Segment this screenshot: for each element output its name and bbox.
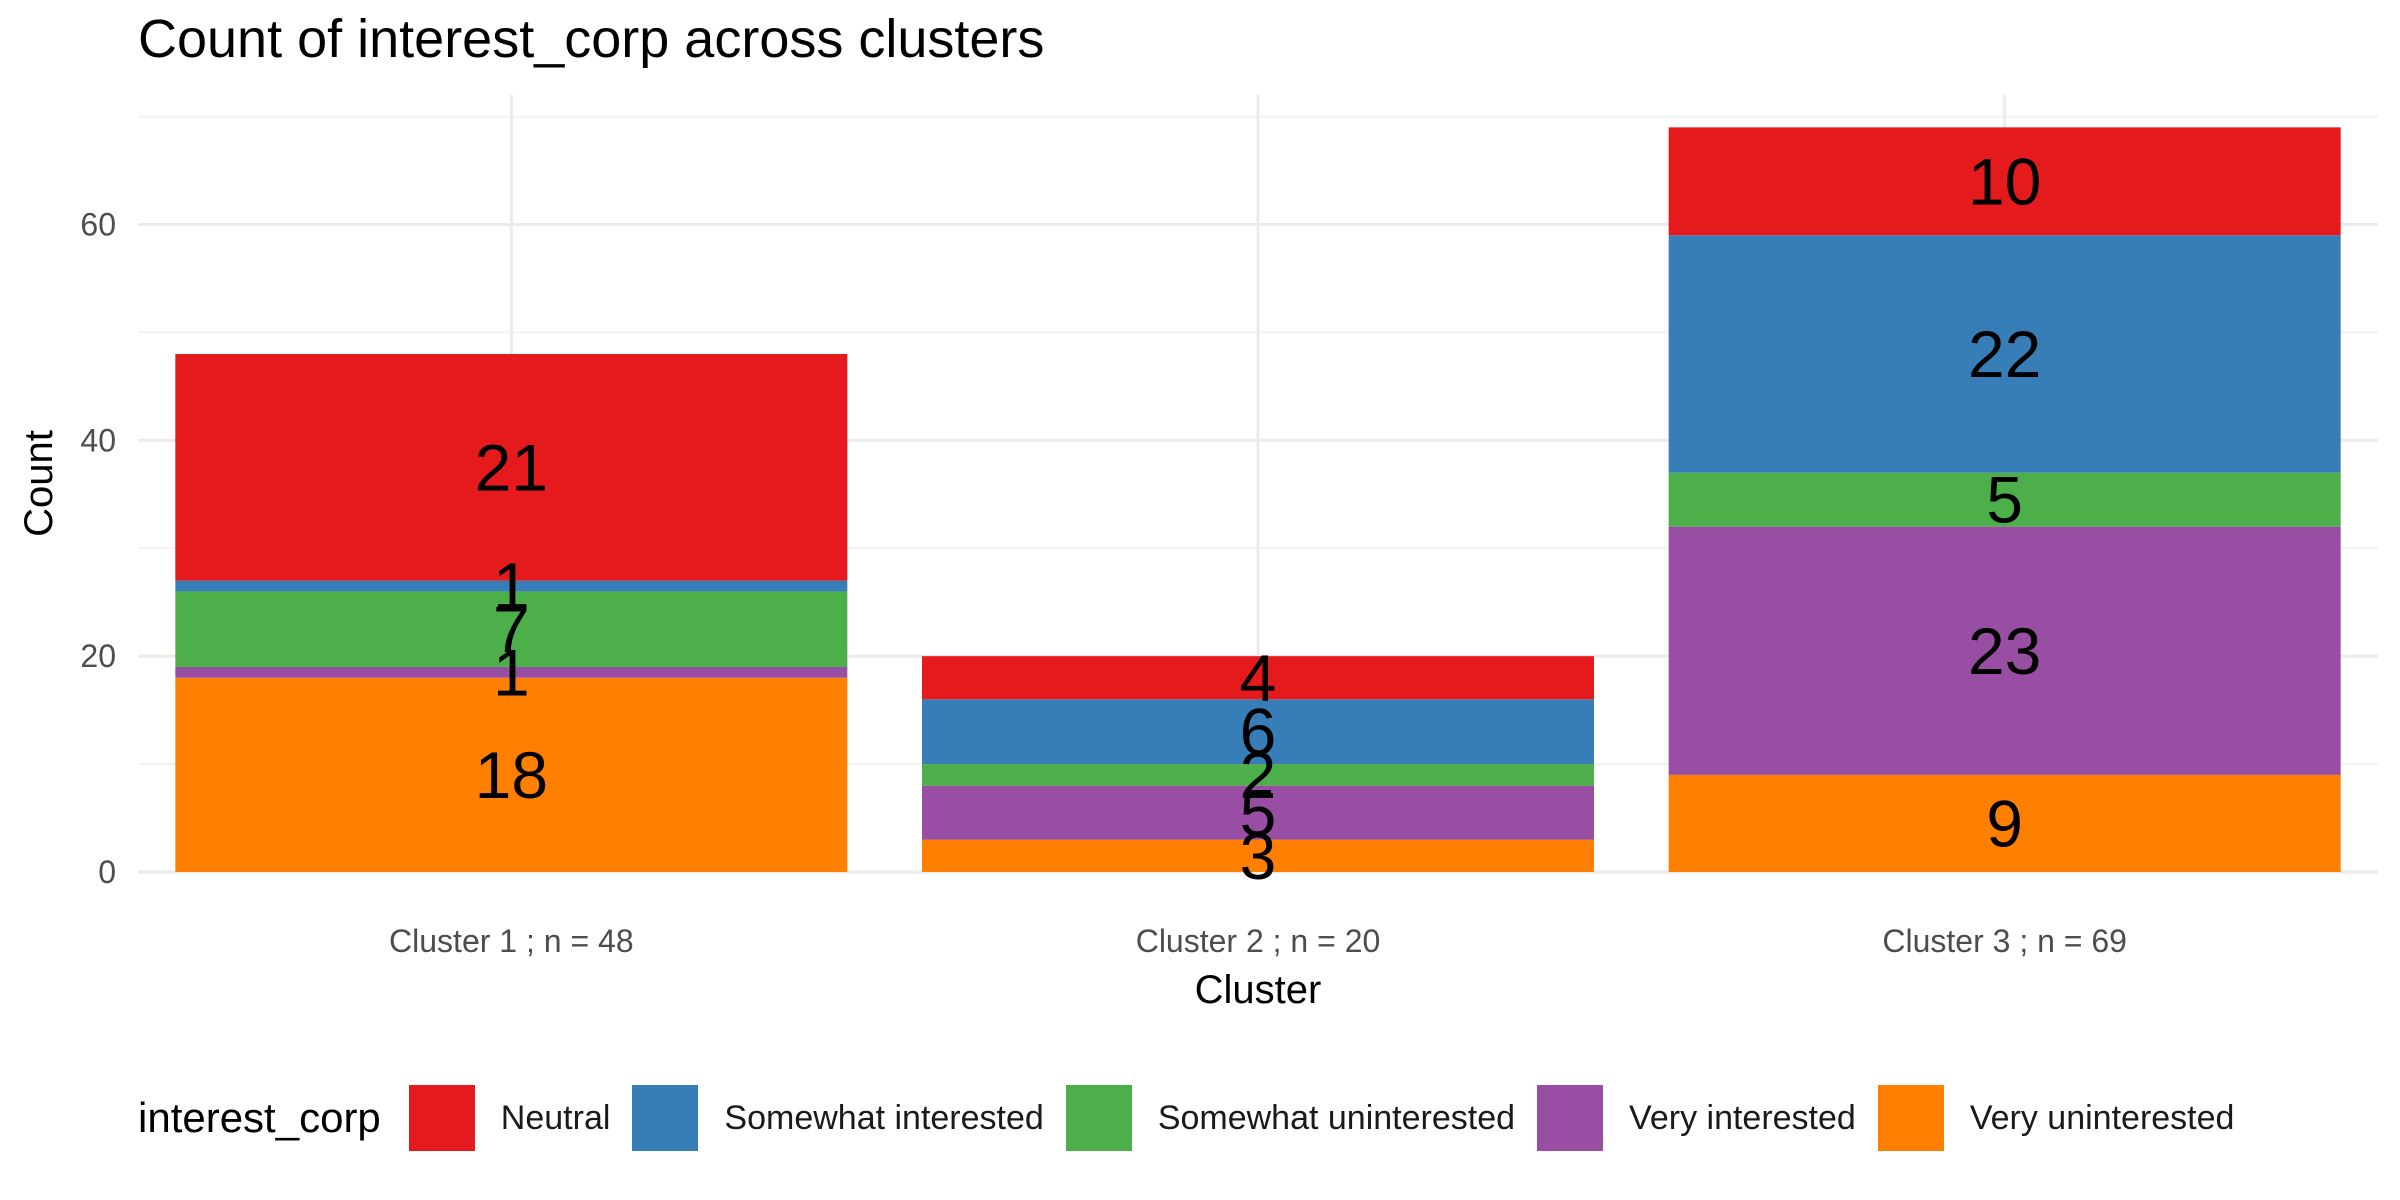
data-label: 5 [1986, 463, 2023, 537]
bar-segment [922, 785, 1594, 840]
legend-item: Neutral [408, 1085, 611, 1151]
legend: interest_corp Neutral Somewhat interested… [138, 1080, 2256, 1156]
x-tick-label: Cluster 2 ; n = 20 [1136, 923, 1381, 959]
bar-segment [175, 666, 848, 678]
bar-segment [1668, 774, 2341, 872]
legend-swatch [408, 1085, 475, 1151]
legend-item: Somewhat interested [632, 1085, 1044, 1151]
legend-swatch [1065, 1085, 1132, 1151]
data-label: 2 [1240, 738, 1277, 812]
x-tick-label: Cluster 3 ; n = 69 [1882, 923, 2127, 959]
legend-swatch [1537, 1085, 1604, 1151]
bar-segment [175, 580, 848, 592]
data-label: 3 [1240, 819, 1277, 893]
bar-segment [922, 656, 1594, 700]
legend-item: Very interested [1537, 1085, 1856, 1151]
data-label: 4 [1240, 641, 1277, 715]
data-label: 23 [1968, 614, 2041, 688]
x-axis-title: Cluster [1195, 968, 1322, 1012]
data-label: 21 [475, 430, 548, 504]
bar-segment [1668, 526, 2341, 775]
y-tick-label: 0 [98, 854, 116, 890]
legend-item: Very uninterested [1877, 1085, 2235, 1151]
y-tick-label: 60 [80, 207, 116, 243]
legend-items: Neutral Somewhat interested Somewhat unint… [408, 1085, 2257, 1151]
legend-label: Somewhat interested [724, 1098, 1044, 1137]
legend-label: Neutral [500, 1098, 611, 1137]
y-axis-title: Count [17, 430, 61, 537]
bar-segment [922, 699, 1594, 765]
data-label: 5 [1240, 776, 1277, 850]
y-tick-label: 20 [80, 638, 116, 674]
data-label: 6 [1240, 695, 1277, 769]
data-label: 22 [1968, 317, 2041, 391]
data-label: 1 [493, 549, 530, 623]
bar-segment [1668, 472, 2341, 527]
bar-segment [922, 839, 1594, 872]
data-label: 1 [493, 635, 530, 709]
legend-label: Very interested [1629, 1098, 1856, 1137]
data-label: 10 [1968, 144, 2041, 218]
legend-swatch [1877, 1085, 1944, 1151]
bar-segment [175, 591, 848, 667]
chart-title: Count of interest_corp across clusters [138, 9, 1045, 69]
bar-segment [1668, 127, 2341, 236]
data-label: 7 [493, 592, 530, 666]
data-label: 18 [475, 738, 548, 812]
x-tick-label: Cluster 1 ; n = 48 [389, 923, 634, 959]
y-tick-label: 40 [80, 422, 116, 458]
legend-swatch [632, 1085, 699, 1151]
legend-item: Somewhat uninterested [1065, 1085, 1516, 1151]
bar-segment [175, 677, 848, 872]
legend-label: Somewhat uninterested [1157, 1098, 1516, 1137]
bar-segment [1668, 235, 2341, 473]
legend-title: interest_corp [138, 1094, 381, 1141]
data-label: 9 [1986, 786, 2023, 860]
bar-segment [175, 354, 848, 581]
bar-segment [922, 764, 1594, 786]
legend-label: Very uninterested [1969, 1098, 2235, 1137]
